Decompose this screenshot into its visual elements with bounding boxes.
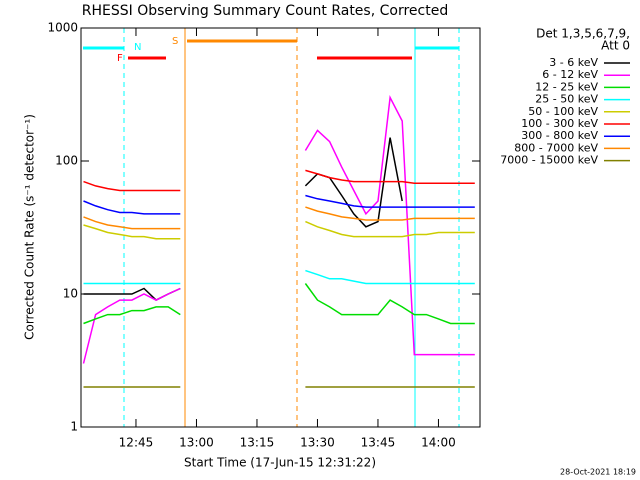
y-tick-label: 10	[63, 287, 78, 301]
annotation: S	[172, 36, 178, 47]
legend-label: 300 - 800 keV	[521, 129, 598, 142]
legend-title: Att 0	[601, 39, 630, 53]
legend-label: 12 - 25 keV	[535, 80, 598, 93]
legend-label: 6 - 12 keV	[542, 68, 598, 81]
annotation: N	[134, 42, 141, 53]
y-tick-label: 100	[55, 154, 78, 168]
series-line	[83, 283, 475, 325]
x-tick-label: 12:45	[119, 436, 154, 450]
annotation: F	[117, 53, 123, 64]
x-tick-label: 13:00	[179, 436, 214, 450]
series-line	[83, 220, 475, 240]
legend-label: 800 - 7000 keV	[514, 141, 598, 154]
legend-label: 3 - 6 keV	[549, 56, 598, 69]
series-line	[83, 194, 475, 215]
x-tick-label: 13:45	[361, 436, 396, 450]
chart-title: RHESSI Observing Summary Count Rates, Co…	[82, 3, 448, 19]
footer: 28-Oct-2021 18:19	[560, 468, 636, 477]
series-line	[82, 94, 475, 364]
x-tick-label: 13:15	[240, 436, 275, 450]
x-axis-label: Start Time (17-Jun-15 12:31:22)	[184, 456, 376, 470]
legend-label: 50 - 100 keV	[528, 105, 598, 118]
series-line	[83, 269, 475, 285]
legend-label: 25 - 50 keV	[535, 93, 598, 106]
x-tick-label: 13:30	[300, 436, 335, 450]
plot-frame	[80, 27, 481, 428]
series-line	[83, 169, 475, 192]
flags	[83, 39, 459, 60]
y-tick-label: 1	[70, 420, 78, 434]
legend-title: Det 1,3,5,6,7,9,	[536, 27, 630, 41]
y-axis-label: Corrected Count Rate (s⁻¹ detector⁻¹)	[23, 114, 37, 340]
legend-label: 7000 - 15000 keV	[500, 154, 598, 167]
y-tick-label: 1000	[47, 21, 78, 35]
legend-label: 100 - 300 keV	[521, 117, 598, 130]
x-tick-label: 14:00	[421, 436, 456, 450]
series-line	[83, 206, 475, 230]
